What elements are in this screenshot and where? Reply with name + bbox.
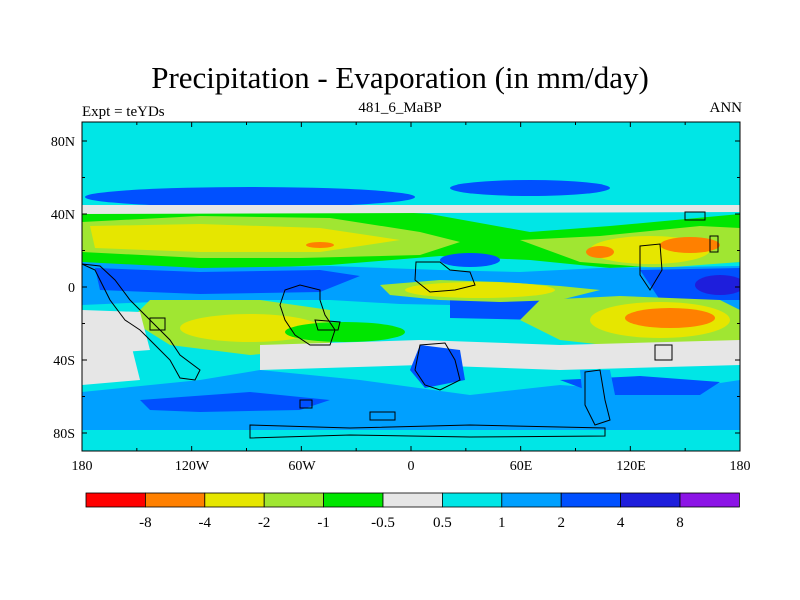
lon-label-180w: 180	[72, 459, 93, 474]
longitude-labels: 180 120W 60W 0 60E 120E 180	[72, 459, 751, 474]
colorbar-label: 1	[498, 515, 506, 531]
colorbar-swatch	[560, 492, 622, 508]
colorbar-label: -1	[317, 515, 330, 531]
colorbar-swatch	[679, 492, 740, 508]
experiment-label: Expt = teYDs	[82, 104, 165, 120]
lon-label-120w: 120W	[175, 459, 210, 474]
latitude-labels: 80N 40N 0 40S 80S	[51, 135, 75, 442]
lat-label-80s: 80S	[53, 427, 75, 442]
lon-label-60e: 60E	[510, 459, 533, 474]
colorbar-label: 0.5	[433, 515, 452, 531]
colorbar-swatch	[204, 492, 265, 508]
colorbar-swatch	[323, 492, 384, 508]
lat-label-0: 0	[68, 281, 75, 296]
colorbar-label: 4	[617, 515, 625, 531]
lon-label-120e: 120E	[616, 459, 646, 474]
colorbar-label: 2	[557, 515, 565, 531]
colorbar-swatch	[620, 492, 681, 508]
colorbar	[85, 492, 740, 508]
colorbar-swatch	[85, 492, 146, 508]
colorbar-swatch	[441, 492, 503, 508]
chart-title: Precipitation - Evaporation (in mm/day)	[151, 60, 649, 95]
colorbar-labels: -8 -4 -2 -1 -0.5 0.5 1 2 4 8	[139, 515, 684, 531]
lon-label-60w: 60W	[288, 459, 316, 474]
colorbar-label: -4	[199, 515, 212, 531]
colorbar-label: -0.5	[371, 515, 395, 531]
lat-label-80n: 80N	[51, 135, 75, 150]
lon-label-0: 0	[408, 459, 415, 474]
coastline-outlines	[81, 211, 719, 439]
lon-label-180e: 180	[730, 459, 751, 474]
lat-label-40n: 40N	[51, 208, 75, 223]
colorbar-swatch	[144, 492, 206, 508]
season-label: ANN	[709, 100, 743, 116]
colorbar-swatch	[382, 492, 443, 508]
latitude-ticks	[82, 140, 740, 434]
colorbar-swatch	[501, 492, 562, 508]
contour-field	[82, 122, 740, 451]
colorbar-label: 8	[676, 515, 684, 531]
colorbar-swatch	[263, 492, 325, 508]
colorbar-label: -2	[258, 515, 271, 531]
longitude-ticks	[81, 122, 741, 451]
period-label: 481_6_MaBP	[358, 100, 442, 116]
lat-label-40s: 40S	[53, 354, 75, 369]
colorbar-label: -8	[139, 515, 152, 531]
